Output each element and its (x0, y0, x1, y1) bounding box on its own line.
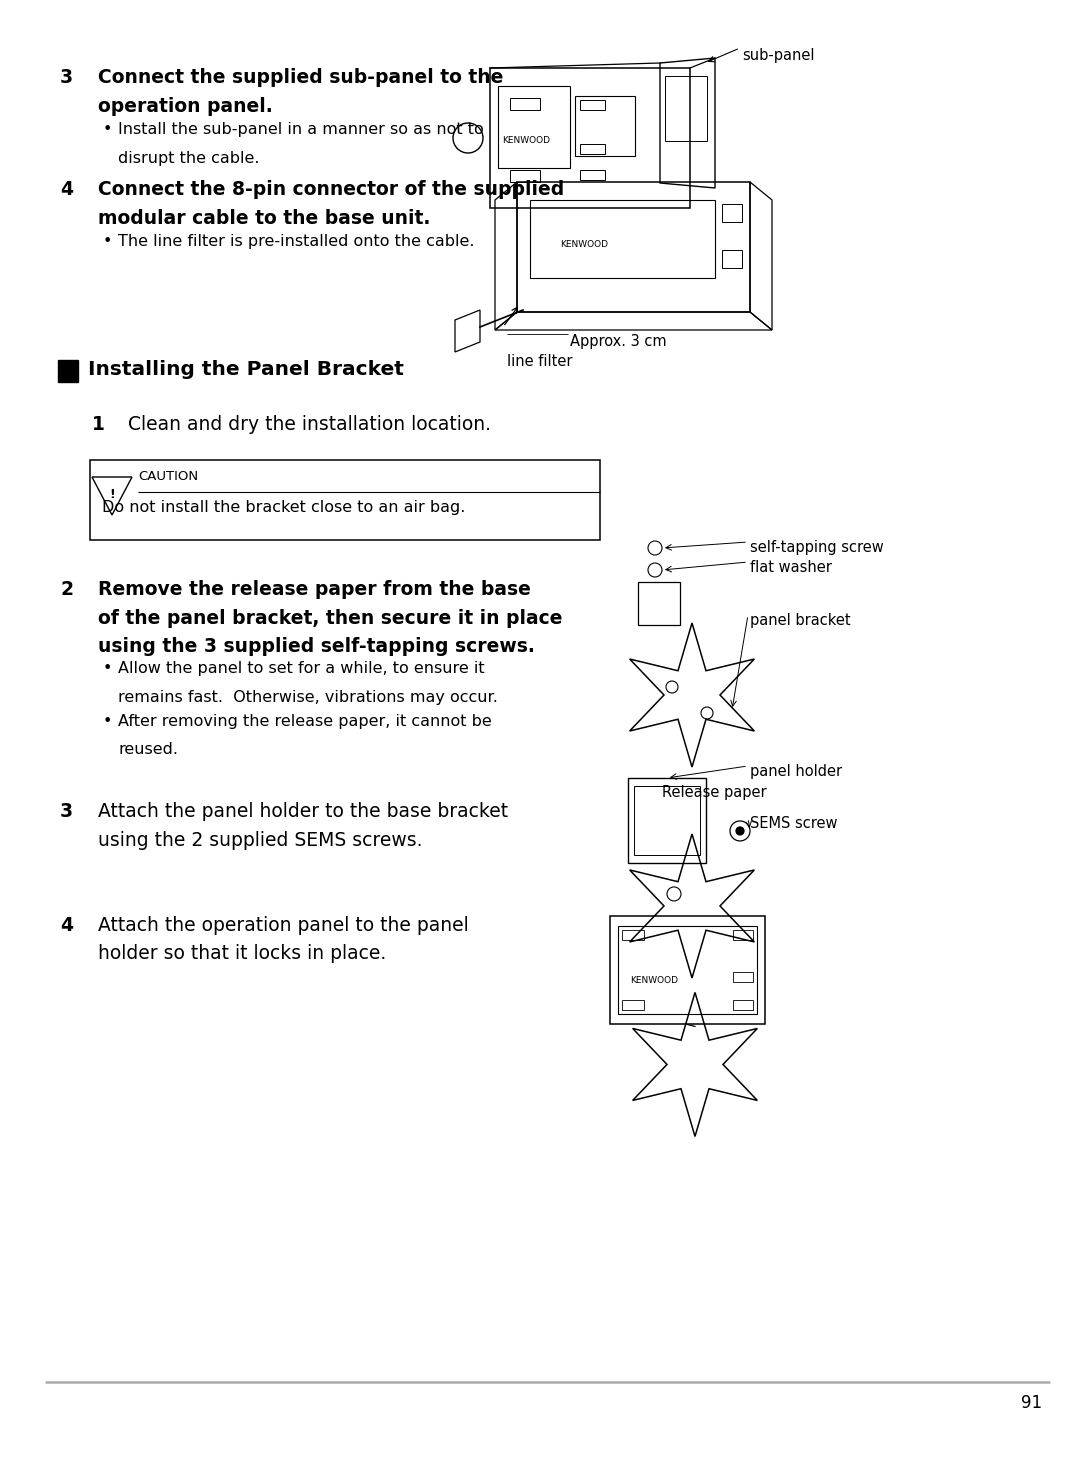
Bar (723, 250, 742, 268)
Text: The line filter is pre-installed onto the cable.: The line filter is pre-installed onto th… (118, 234, 474, 249)
Text: 4: 4 (60, 916, 73, 935)
Text: modular cable to the base unit.: modular cable to the base unit. (98, 208, 430, 227)
Text: 4: 4 (60, 180, 73, 199)
Bar (665, 76, 707, 141)
Text: line filter: line filter (507, 354, 572, 369)
Bar (530, 201, 715, 278)
Bar (580, 170, 605, 180)
Text: of the panel bracket, then secure it in place: of the panel bracket, then secure it in … (98, 609, 563, 628)
Text: Remove the release paper from the base: Remove the release paper from the base (98, 580, 531, 599)
Text: using the 3 supplied self-tapping screws.: using the 3 supplied self-tapping screws… (98, 637, 535, 656)
Text: self-tapping screw: self-tapping screw (750, 540, 883, 555)
Text: disrupt the cable.: disrupt the cable. (118, 151, 259, 165)
Bar (510, 170, 540, 182)
Text: Do not install the bracket close to an air bag.: Do not install the bracket close to an a… (102, 501, 465, 515)
Text: Attach the panel holder to the base bracket: Attach the panel holder to the base brac… (98, 802, 508, 821)
Text: 2: 2 (60, 580, 73, 599)
Text: Attach the operation panel to the panel: Attach the operation panel to the panel (98, 916, 469, 935)
Text: holder so that it locks in place.: holder so that it locks in place. (98, 944, 387, 963)
Text: KENWOOD: KENWOOD (502, 136, 550, 145)
Bar (580, 100, 605, 110)
Text: •: • (103, 234, 112, 249)
Bar (627, 777, 706, 862)
Bar (733, 931, 753, 940)
Text: •: • (103, 662, 112, 676)
Bar (733, 1000, 753, 1010)
Text: 1: 1 (92, 414, 105, 433)
Text: 3: 3 (60, 802, 73, 821)
Bar (733, 972, 753, 982)
Text: KENWOOD: KENWOOD (561, 240, 608, 249)
Bar (634, 786, 700, 855)
Text: flat washer: flat washer (750, 561, 832, 575)
Text: 91: 91 (1021, 1394, 1042, 1411)
Bar (622, 931, 644, 940)
Text: CAUTION: CAUTION (138, 470, 198, 483)
Text: Allow the panel to set for a while, to ensure it: Allow the panel to set for a while, to e… (118, 662, 485, 676)
Text: panel holder: panel holder (750, 764, 842, 779)
Text: using the 2 supplied SEMS screws.: using the 2 supplied SEMS screws. (98, 832, 422, 851)
Text: •: • (103, 122, 112, 138)
Bar (622, 1000, 644, 1010)
Text: Installing the Panel Bracket: Installing the Panel Bracket (87, 360, 404, 379)
Circle shape (735, 827, 744, 834)
Text: !: ! (109, 488, 116, 501)
Text: Release paper: Release paper (662, 785, 767, 799)
Bar (510, 98, 540, 110)
Bar (580, 143, 605, 154)
Text: panel bracket: panel bracket (750, 613, 851, 628)
Text: sub-panel: sub-panel (742, 48, 814, 63)
Text: 3: 3 (60, 67, 73, 86)
Bar (610, 916, 765, 1025)
Text: Connect the 8-pin connector of the supplied: Connect the 8-pin connector of the suppl… (98, 180, 564, 199)
Text: After removing the release paper, it cannot be: After removing the release paper, it can… (118, 714, 491, 729)
Text: Approx. 3 cm: Approx. 3 cm (570, 334, 666, 348)
Text: operation panel.: operation panel. (98, 97, 273, 116)
Text: remains fast.  Otherwise, vibrations may occur.: remains fast. Otherwise, vibrations may … (118, 690, 498, 704)
Text: •: • (103, 714, 112, 729)
Text: Connect the supplied sub-panel to the: Connect the supplied sub-panel to the (98, 67, 503, 86)
Bar (90, 460, 600, 540)
Text: reused.: reused. (118, 742, 178, 757)
Bar (58, 360, 78, 382)
Text: Install the sub-panel in a manner so as not to: Install the sub-panel in a manner so as … (118, 122, 484, 138)
Bar (618, 927, 757, 1015)
Bar (723, 203, 742, 223)
Text: KENWOOD: KENWOOD (630, 976, 678, 985)
Text: Clean and dry the installation location.: Clean and dry the installation location. (129, 414, 491, 433)
Text: SEMS screw: SEMS screw (750, 815, 837, 832)
